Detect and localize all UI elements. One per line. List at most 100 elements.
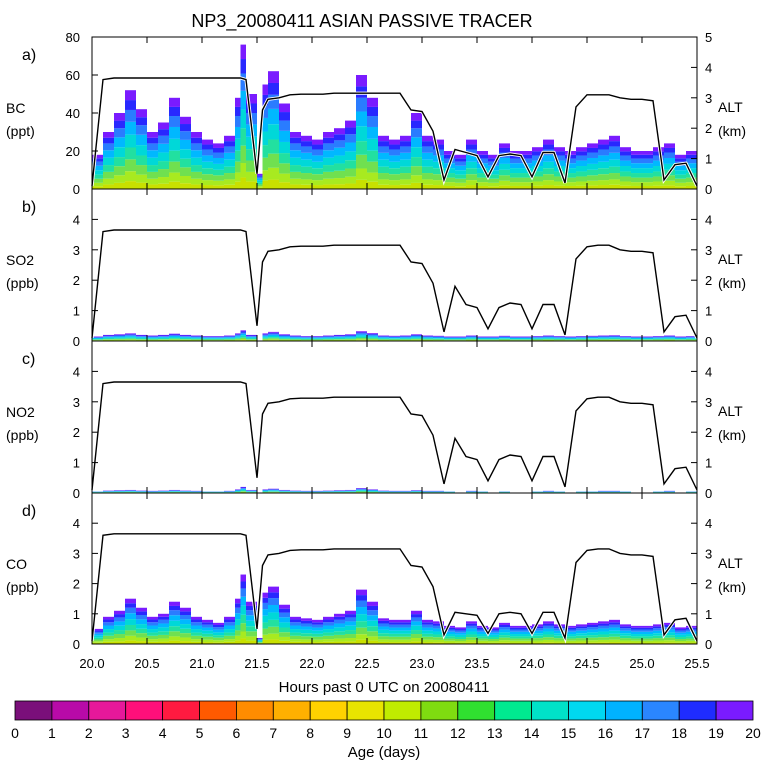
data-bar-segment [246,335,257,336]
data-bar-segment [554,147,565,151]
data-bar-segment [620,161,631,166]
data-bar-segment [631,155,642,159]
data-bar-segment [488,639,499,641]
data-bar-segment [279,628,290,633]
data-bar-segment [378,160,389,167]
data-bar-segment [136,145,147,155]
data-bar-segment [290,617,301,620]
data-bar-segment [323,636,334,639]
colorbar-tick-label: 1 [48,725,56,741]
data-bar-segment [499,336,510,337]
y2-tick-label: 2 [705,577,712,592]
data-bar-segment [675,183,686,186]
data-bar-segment [675,158,686,161]
data-bar-segment [279,337,290,338]
data-bar-segment [367,610,378,615]
data-bar-segment [235,182,241,189]
data-bar-segment [290,138,301,144]
data-bar-segment [389,637,400,640]
data-bar-segment [114,339,125,340]
data-bar-segment [367,98,378,107]
data-bar-segment [466,337,477,338]
data-bar-segment [455,338,466,339]
data-bar-segment [565,340,576,341]
data-bar-segment [290,337,301,338]
data-bar-segment [433,634,444,637]
data-bar-segment [345,142,356,151]
data-bar-segment [609,160,620,167]
data-bar-segment [466,145,477,150]
data-bar-segment [543,621,554,623]
data-bar-segment [499,164,510,170]
data-bar-segment [576,624,587,626]
data-bar-segment [587,336,598,337]
y-axis-label: SO2 [6,252,34,268]
data-bar-segment [598,185,609,189]
data-bar-segment [521,634,532,636]
data-bar-segment [675,338,686,339]
data-bar-segment [246,338,257,339]
data-bar-segment [263,598,269,603]
data-bar-segment [279,334,290,335]
data-bar-segment [213,625,224,627]
data-bar-segment [202,637,213,640]
panel-frame [92,341,697,493]
data-bar-segment [455,339,466,340]
y-tick-label: 3 [73,243,80,258]
data-bar-segment [147,138,158,144]
y-tick-label: 1 [73,607,80,622]
data-bar-segment [422,640,433,642]
data-bar-segment [158,639,169,642]
data-bar-segment [136,624,147,629]
data-bar-segment [433,339,444,340]
data-bar-segment [334,339,345,340]
data-bar-segment [279,340,290,341]
data-bar-segment [301,337,312,338]
data-bar-segment [290,639,301,642]
y-axis-label: CO [6,556,27,572]
data-bar-segment [268,634,279,640]
data-bar-segment [367,116,378,127]
data-bar-segment [312,338,323,339]
data-bar-segment [268,627,279,634]
data-bar-segment [191,636,202,639]
data-bar-segment [587,623,598,625]
data-bar-segment [477,338,488,339]
data-bar-segment [235,625,241,630]
data-bar-segment [125,636,136,641]
data-bar-segment [620,338,631,339]
data-bar-segment [301,639,312,642]
data-bar-segment [378,146,389,152]
data-bar-segment [323,150,334,157]
data-bar-segment [389,625,400,628]
data-bar-segment [367,621,378,627]
data-bar-segment [224,167,235,173]
data-bar-segment [202,628,213,631]
data-bar-segment [158,617,169,620]
data-bar-segment [202,338,213,339]
data-bar-segment [180,611,191,615]
data-bar-segment [312,174,323,180]
data-bar-segment [653,338,664,339]
data-bar-segment [422,634,433,637]
data-bar-segment [554,337,565,338]
colorbar-swatch [347,701,384,720]
data-bar-segment [103,639,114,642]
data-bar-segment [609,631,620,634]
y-tick-label: 4 [73,516,80,531]
data-bar-segment [125,122,136,135]
data-bar-segment [224,160,235,167]
data-bar-segment [103,338,114,339]
data-bar-segment [620,631,631,634]
data-bar-segment [263,629,269,635]
data-bar-segment [400,153,411,160]
data-bar-segment [241,334,247,335]
data-bar-segment [268,83,279,95]
data-bar-segment [213,170,224,175]
data-bar-segment [246,336,257,337]
y2-tick-label: 1 [705,304,712,319]
data-bar-segment [587,181,598,186]
data-bar-segment [631,337,642,338]
data-bar-segment [444,338,455,339]
data-bar-segment [422,337,433,338]
